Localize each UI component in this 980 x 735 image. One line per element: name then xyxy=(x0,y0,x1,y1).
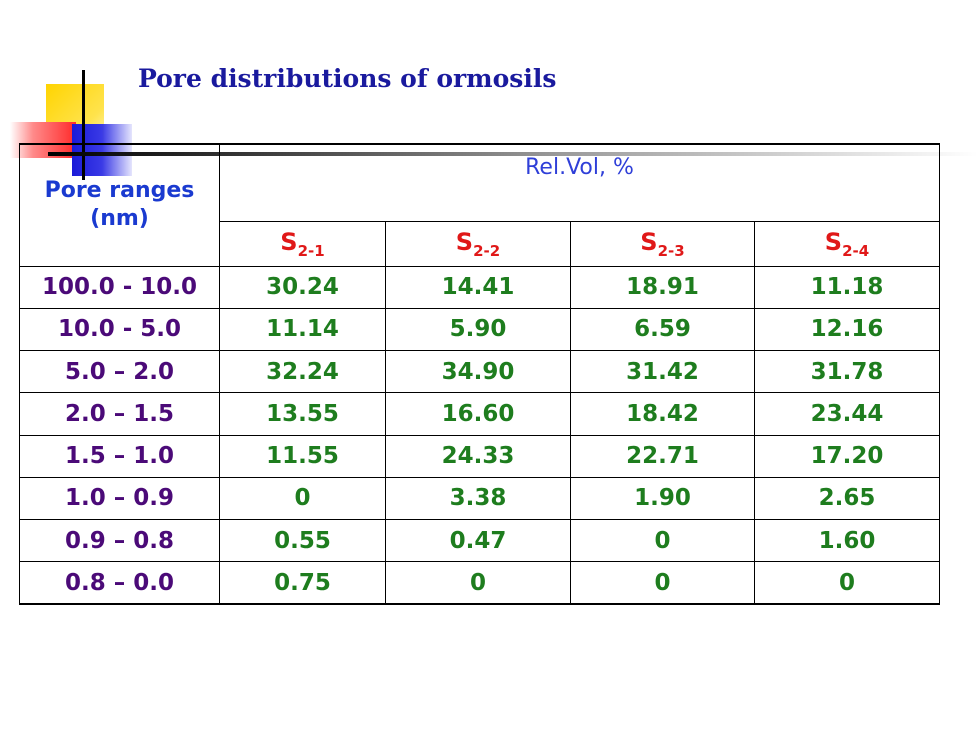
value-cell: 6.59 xyxy=(570,307,755,352)
value-cell: 34.90 xyxy=(385,349,571,394)
value-cell: 17.20 xyxy=(754,434,940,478)
table-row: 100.0 - 10.0 30.24 14.41 18.91 11.18 xyxy=(19,265,940,309)
value-cell: 23.44 xyxy=(754,392,940,436)
value-cell: 32.24 xyxy=(219,349,386,394)
value-cell: 0 xyxy=(570,561,755,605)
value-cell: 31.42 xyxy=(570,349,755,394)
value-cell: 13.55 xyxy=(219,392,386,436)
sample-header: S2-3 xyxy=(570,220,755,267)
rel-vol-header: Rel.Vol, % xyxy=(219,143,940,222)
table-row: 0.9 – 0.8 0.55 0.47 0 1.60 xyxy=(19,518,940,563)
table-row: 0.8 – 0.0 0.75 0 0 0 xyxy=(19,561,940,605)
value-cell: 18.91 xyxy=(570,265,755,309)
value-cell: 16.60 xyxy=(385,392,571,436)
sample-header-row: S2-1 S2-2 S2-3 S2-4 xyxy=(20,220,940,267)
table-row: 2.0 – 1.5 13.55 16.60 18.42 23.44 xyxy=(19,392,940,436)
slide-title: Pore distributions of ormosils xyxy=(138,64,557,93)
value-cell: 0 xyxy=(570,518,755,563)
value-cell: 12.16 xyxy=(754,307,940,352)
value-cell: 11.18 xyxy=(754,265,940,309)
value-cell: 0 xyxy=(385,561,571,605)
pore-distribution-table: Pore ranges (nm) Rel.Vol, % S2-1 S2-2 S2… xyxy=(19,143,940,605)
value-cell: 30.24 xyxy=(219,265,386,309)
value-cell: 1.90 xyxy=(570,476,755,521)
sample-header: S2-4 xyxy=(754,220,940,267)
pore-range-cell: 5.0 – 2.0 xyxy=(19,349,220,394)
pore-ranges-header: Pore ranges (nm) xyxy=(19,143,220,267)
table-row: 1.0 – 0.9 0 3.38 1.90 2.65 xyxy=(19,476,940,521)
value-cell: 14.41 xyxy=(385,265,571,309)
value-cell: 3.38 xyxy=(385,476,571,521)
value-cell: 31.78 xyxy=(754,349,940,394)
value-cell: 5.90 xyxy=(385,307,571,352)
value-cell: 0.55 xyxy=(219,518,386,563)
pore-range-cell: 0.8 – 0.0 xyxy=(19,561,220,605)
value-cell: 1.60 xyxy=(754,518,940,563)
sample-header: S2-1 xyxy=(219,220,386,267)
value-cell: 0.75 xyxy=(219,561,386,605)
value-cell: 0 xyxy=(219,476,386,521)
table-header-row: Pore ranges (nm) Rel.Vol, % xyxy=(19,143,940,267)
pore-range-cell: 0.9 – 0.8 xyxy=(19,518,220,563)
table-row: 5.0 – 2.0 32.24 34.90 31.42 31.78 xyxy=(19,349,940,394)
pore-range-cell: 1.0 – 0.9 xyxy=(19,476,220,521)
value-cell: 0 xyxy=(754,561,940,605)
table-row: 10.0 - 5.0 11.14 5.90 6.59 12.16 xyxy=(19,307,940,352)
pore-range-cell: 1.5 – 1.0 xyxy=(19,434,220,478)
table-row: 1.5 – 1.0 11.55 24.33 22.71 17.20 xyxy=(19,434,940,478)
value-cell: 18.42 xyxy=(570,392,755,436)
value-cell: 2.65 xyxy=(754,476,940,521)
yellow-square-decoration xyxy=(46,84,104,142)
pore-range-cell: 2.0 – 1.5 xyxy=(19,392,220,436)
value-cell: 24.33 xyxy=(385,434,571,478)
sample-header: S2-2 xyxy=(385,220,571,267)
value-cell: 11.14 xyxy=(219,307,386,352)
pore-range-cell: 10.0 - 5.0 xyxy=(19,307,220,352)
value-cell: 22.71 xyxy=(570,434,755,478)
pore-range-cell: 100.0 - 10.0 xyxy=(19,265,220,309)
value-cell: 0.47 xyxy=(385,518,571,563)
value-cell: 11.55 xyxy=(219,434,386,478)
